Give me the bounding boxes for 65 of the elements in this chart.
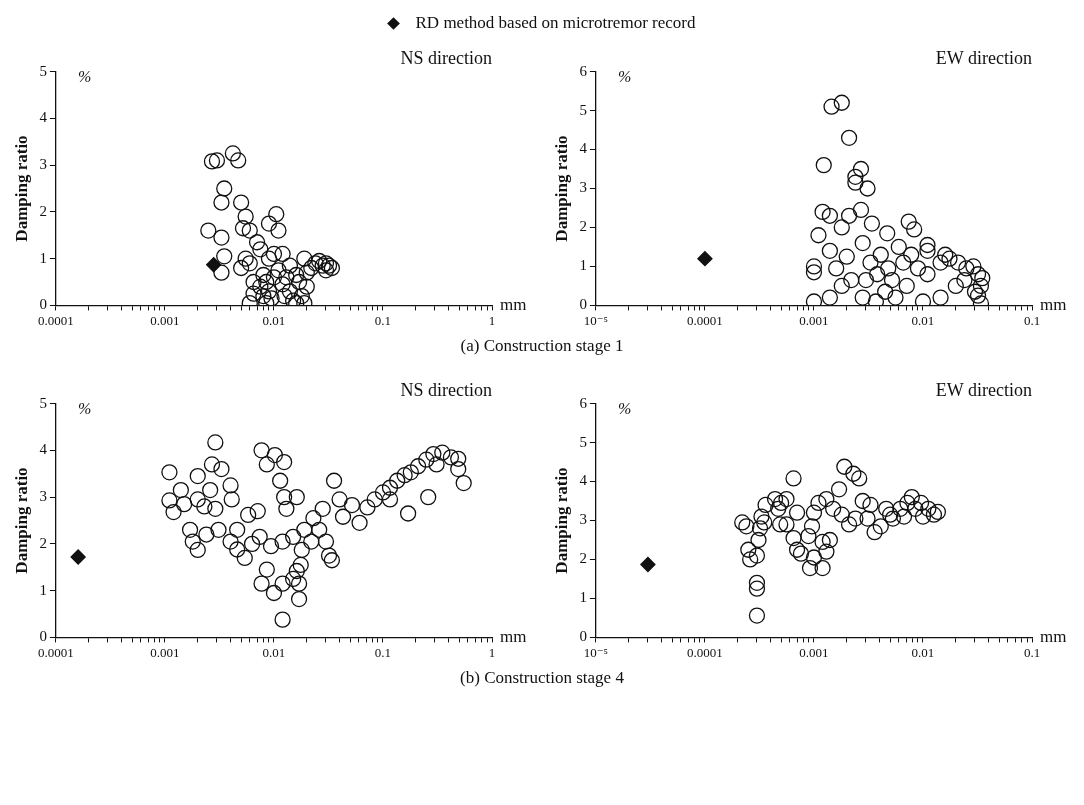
x-tick-label: 0.1: [374, 644, 392, 660]
chart-title: EW direction: [935, 47, 1032, 68]
x-tick-label: 0.001: [150, 644, 180, 660]
y-tick-label: 6: [579, 62, 588, 79]
y-tick-label: 2: [579, 218, 587, 235]
y-tick-label: 5: [39, 62, 47, 79]
y-tick-label: 3: [39, 156, 47, 173]
y-axis-title: Damping ratio: [11, 135, 31, 242]
x-axis-title: mm: [1040, 626, 1067, 646]
y-tick-label: 5: [39, 394, 47, 411]
y-tick-label: 4: [579, 140, 588, 157]
y-tick-label: 0: [39, 628, 47, 645]
x-tick-label: 0.001: [799, 644, 829, 660]
x-tick-label: 0.001: [799, 312, 829, 328]
x-tick-label: 0.01: [262, 644, 286, 660]
legend-label: RD method based on microtremor record: [415, 13, 696, 33]
y-tick-label: 0: [39, 296, 47, 313]
x-tick-label: 0.1: [1023, 312, 1041, 328]
chart-title: NS direction: [400, 379, 492, 400]
annotation: %: [77, 67, 92, 85]
y-tick-label: 4: [39, 441, 48, 458]
y-axis-title: Damping ratio: [11, 467, 31, 574]
y-tick-label: 0: [579, 296, 587, 313]
y-tick-label: 2: [39, 202, 47, 219]
x-tick-label: 0.0001: [687, 312, 723, 328]
y-tick-label: 5: [579, 433, 587, 450]
y-tick-label: 2: [579, 550, 587, 567]
y-axis-title: Damping ratio: [551, 467, 571, 574]
y-tick-label: 1: [579, 589, 587, 606]
y-tick-label: 3: [39, 488, 47, 505]
x-axis-title: mm: [500, 294, 527, 314]
x-tick-label: 0.1: [374, 312, 392, 328]
x-tick-label: 0.0001: [38, 644, 74, 660]
x-tick-label: 0.0001: [38, 312, 74, 328]
y-tick-label: 0: [579, 628, 587, 645]
x-tick-label: 0.01: [262, 312, 286, 328]
x-tick-label: 10⁻⁵: [583, 312, 609, 328]
y-tick-label: 1: [39, 249, 47, 266]
y-tick-label: 5: [579, 101, 587, 118]
x-tick-label: 10⁻⁵: [583, 644, 609, 660]
x-axis-title: mm: [500, 626, 527, 646]
text: (b) Construction stage 4: [459, 668, 625, 688]
text: (a) Construction stage 1: [459, 336, 625, 356]
annotation: %: [77, 399, 92, 417]
y-tick-label: 2: [39, 534, 47, 551]
y-tick-label: 3: [579, 511, 587, 528]
x-tick-label: 0.01: [911, 644, 935, 660]
x-tick-label: 0.001: [150, 312, 180, 328]
chart-title: EW direction: [935, 379, 1032, 400]
x-axis-title: mm: [1040, 294, 1067, 314]
y-tick-label: 1: [579, 257, 587, 274]
y-tick-label: 6: [579, 394, 588, 411]
y-tick-label: 3: [579, 179, 587, 196]
y-tick-label: 4: [39, 109, 48, 126]
y-tick-label: 1: [39, 581, 47, 598]
y-axis-title: Damping ratio: [551, 135, 571, 242]
x-tick-label: 0.1: [1023, 644, 1041, 660]
x-tick-label: 0.01: [911, 312, 935, 328]
x-tick-label: 1: [488, 644, 496, 660]
chart-title: NS direction: [400, 47, 492, 68]
annotation: %: [617, 67, 632, 85]
x-tick-label: 1: [488, 312, 496, 328]
y-tick-label: 4: [579, 472, 588, 489]
annotation: %: [617, 399, 632, 417]
x-tick-label: 0.0001: [687, 644, 723, 660]
